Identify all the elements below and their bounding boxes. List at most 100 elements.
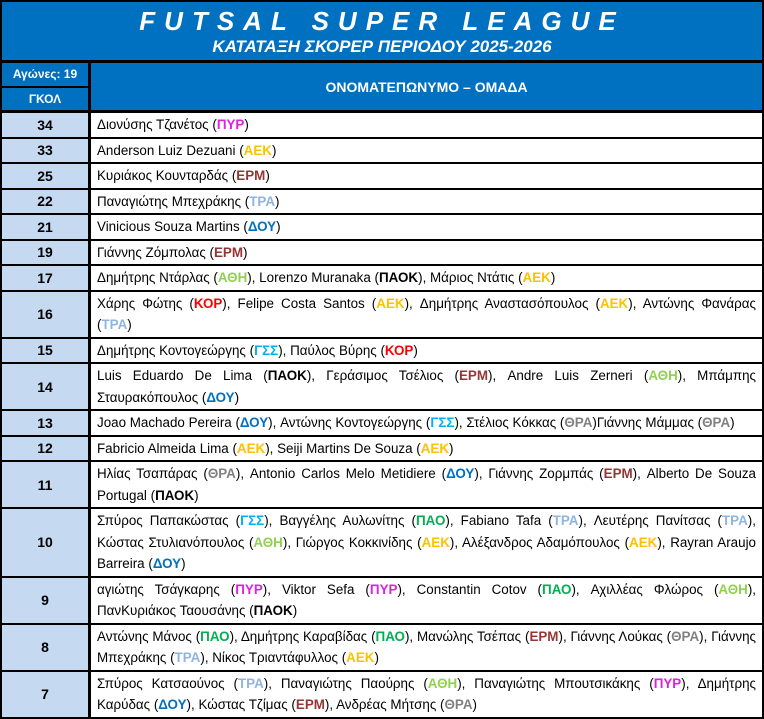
- player-name: Γεράσιμος Τσέλιος: [326, 368, 444, 383]
- team-code: ΑΕΚ: [599, 295, 629, 311]
- players-cell: Vinicious Souza Martins (ΔΟΥ): [97, 219, 281, 234]
- player-name: Σπύρος Παπακώστας: [97, 513, 229, 528]
- players-cell: Anderson Luiz Dezuani (ΑΕΚ): [97, 142, 277, 158]
- goals-cell: 8: [2, 624, 91, 670]
- team-code: ΠΑΟΚ: [155, 487, 195, 503]
- player-name: Παναγιώτης Παούρης: [280, 675, 415, 691]
- team-code: ΤΡΑ: [552, 513, 579, 528]
- team-code: ΤΡΑ: [101, 317, 128, 332]
- players-cell: Παναγιώτης Μπεχράκης (ΤΡΑ): [97, 193, 280, 209]
- players-cell: Joao Machado Pereira (ΔΟΥ), Αντώνης Κοντ…: [97, 415, 735, 430]
- players-cell: Luis Eduardo De Lima (ΠΑΟΚ), Γεράσιμος Τ…: [97, 368, 756, 405]
- player-name: Γιώργος Κοκκινίδης: [295, 534, 413, 550]
- player-name: Μανώλης Τσέπας: [416, 628, 522, 644]
- player-name: Σπύρος Κατσαούνος: [97, 675, 225, 691]
- players-cell: Fabricio Almeida Lima (ΑΕΚ), Seiji Marti…: [97, 440, 454, 456]
- player-name: Παναγιώτης Μπεχράκης: [97, 193, 242, 209]
- player-name: Στέλιος Κόκκας: [466, 415, 557, 430]
- team-code: ΘΡΑ: [207, 466, 236, 481]
- team-code: ΓΣΣ: [430, 415, 455, 430]
- team-code: ΑΘΗ: [718, 581, 748, 597]
- players-cell: Διονύσης Τζανέτος (ΠΥΡ): [97, 117, 249, 132]
- title-bar: FUTSAL SUPER LEAGUE ΚΑΤΑΤΑΞΗ ΣΚΟΡΕΡ ΠΕΡΙ…: [2, 2, 762, 63]
- players-cell: Σπύρος Παπακώστας (ΓΣΣ), Βαγγέλης Αυλωνί…: [97, 513, 756, 572]
- goals-cell: 19: [2, 240, 91, 264]
- player-name: Antonio Carlos Melo Metidiere: [249, 466, 436, 481]
- team-code: ΑΕΚ: [420, 440, 450, 456]
- player-name: Αχιλλέας Φλώρος: [590, 581, 703, 597]
- goals-cell: 13: [2, 411, 91, 435]
- team-code: ΘΡΑ: [702, 415, 731, 430]
- team-code: ΠΑΟΚ: [267, 368, 307, 383]
- player-name: Μάριος Ντάτις: [430, 270, 515, 285]
- team-code: ΓΣΣ: [254, 342, 279, 358]
- goals-cell: 10: [2, 509, 91, 576]
- table-row: 22 Παναγιώτης Μπεχράκης (ΤΡΑ): [2, 189, 762, 215]
- table-row: 15 Δημήτρης Κοντογεώργης (ΓΣΣ), Παύλος Βύ…: [2, 338, 762, 364]
- table-row: 7 Σπύρος Κατσαούνος (ΤΡΑ), Παναγιώτης Παο…: [2, 671, 762, 719]
- table-row: 11 Ηλίας Τσαπάρας (ΘΡΑ), Antonio Carlos M…: [2, 462, 762, 509]
- team-code: ΑΘΗ: [253, 534, 283, 550]
- team-code: ΚΟΡ: [384, 342, 414, 358]
- team-code: ΘΡΑ: [564, 415, 593, 430]
- player-name: Joao Machado Pereira: [97, 415, 232, 430]
- team-code: ΑΘΗ: [648, 368, 678, 383]
- player-name: Andre Luis Zerneri: [507, 368, 633, 383]
- players-cell: Δημήτρης Ντάρλας (ΑΘΗ), Lorenzo Muranaka…: [97, 270, 556, 285]
- team-code: ΤΡΑ: [721, 513, 748, 528]
- team-code: ΕΡΜ: [459, 368, 489, 383]
- player-name: Μπάμπης Σταυρακόπουλος: [97, 368, 756, 405]
- team-code: ΑΕΚ: [421, 534, 450, 550]
- table-body: 34 Διονύσης Τζανέτος (ΠΥΡ) 33 Anderson Luiz…: [2, 113, 762, 719]
- goals-column-header: ΓΚΟΛ: [2, 87, 88, 110]
- team-code: ΓΣΣ: [240, 513, 265, 528]
- team-code: ΑΘΗ: [427, 675, 458, 691]
- player-name: Κώστας Τζίμας: [198, 697, 288, 712]
- player-name: Λευτέρης Πανίτσας: [593, 513, 711, 528]
- player-name: Χάρης Φώτης: [97, 295, 183, 311]
- players-column-header: ΟΝΟΜΑΤΕΠΩΝΥΜΟ – ΟΜΑΔΑ: [91, 63, 762, 110]
- team-code: ΔΟΥ: [158, 697, 187, 712]
- players-cell: Γιάννης Ζόμπολας (ΕΡΜ): [97, 244, 248, 260]
- team-code: ΕΡΜ: [529, 628, 559, 644]
- team-code: ΠΑΟ: [542, 581, 572, 597]
- goals-header: Αγώνες: 19 ΓΚΟΛ: [2, 63, 91, 110]
- player-name: Διονύσης Τζανέτος: [97, 117, 209, 132]
- player-name: Rayran Araujo Barreira: [97, 534, 756, 572]
- players-cell: Δημήτρης Κοντογεώργης (ΓΣΣ), Παύλος Βύρη…: [97, 342, 418, 358]
- player-name: Ανδρέας Μήτσης: [336, 697, 437, 712]
- player-name: Γιάννης Ζορμπάς: [488, 466, 594, 481]
- player-name: Alberto De Souza Portugal: [97, 466, 756, 503]
- player-name: Βαγγέλης Αυλωνίτης: [279, 513, 405, 528]
- table-row: 13 Joao Machado Pereira (ΔΟΥ), Αντώνης Κο…: [2, 411, 762, 437]
- player-name: Luis Eduardo De Lima: [97, 368, 253, 383]
- goals-cell: 34: [2, 113, 91, 137]
- team-code: ΠΥΡ: [369, 581, 398, 597]
- team-code: ΤΡΑ: [237, 675, 264, 691]
- table-subtitle: ΚΑΤΑΤΑΞΗ ΣΚΟΡΕΡ ΠΕΡΙΟΔΟΥ 2025-2026: [212, 37, 552, 56]
- goals-cell: 22: [2, 189, 91, 213]
- goals-cell: 16: [2, 291, 91, 337]
- team-code: ΔΟΥ: [239, 415, 269, 430]
- team-code: ΑΕΚ: [346, 650, 375, 665]
- team-code: ΕΡΜ: [236, 168, 266, 183]
- player-name: Γιάννης Μπεχράκης: [97, 628, 757, 666]
- team-code: ΠΑΟ: [415, 513, 446, 528]
- players-cell: Σπύρος Κατσαούνος (ΤΡΑ), Παναγιώτης Παού…: [97, 675, 756, 713]
- team-code: ΑΕΚ: [629, 534, 658, 550]
- table-row: 17 Δημήτρης Ντάρλας (ΑΘΗ), Lorenzo Murana…: [2, 266, 762, 292]
- player-name: Κυριάκος Κουνταρδάς: [97, 168, 229, 183]
- goals-cell: 7: [2, 671, 91, 717]
- team-code: ΠΑΟΚ: [379, 270, 419, 285]
- table-row: 33 Anderson Luiz Dezuani (ΑΕΚ): [2, 138, 762, 164]
- player-name: Felipe Costa Santos: [237, 295, 365, 311]
- goals-cell: 17: [2, 266, 91, 290]
- table-row: 21 Vinicious Souza Martins (ΔΟΥ): [2, 215, 762, 241]
- player-name: Γιάννης Ζόμπολας: [97, 244, 206, 260]
- team-code: ΑΕΚ: [243, 142, 272, 158]
- player-name: Νίκος Τριαντάφυλλος: [212, 650, 338, 665]
- players-cell: Κυριάκος Κουνταρδάς (ΕΡΜ): [97, 168, 270, 183]
- team-code: ΔΟΥ: [206, 389, 235, 405]
- table-row: 9 αγιώτης Τσάγκαρης (ΠΥΡ), Viktor Sefa (Π…: [2, 577, 762, 625]
- team-code: ΕΡΜ: [214, 244, 244, 260]
